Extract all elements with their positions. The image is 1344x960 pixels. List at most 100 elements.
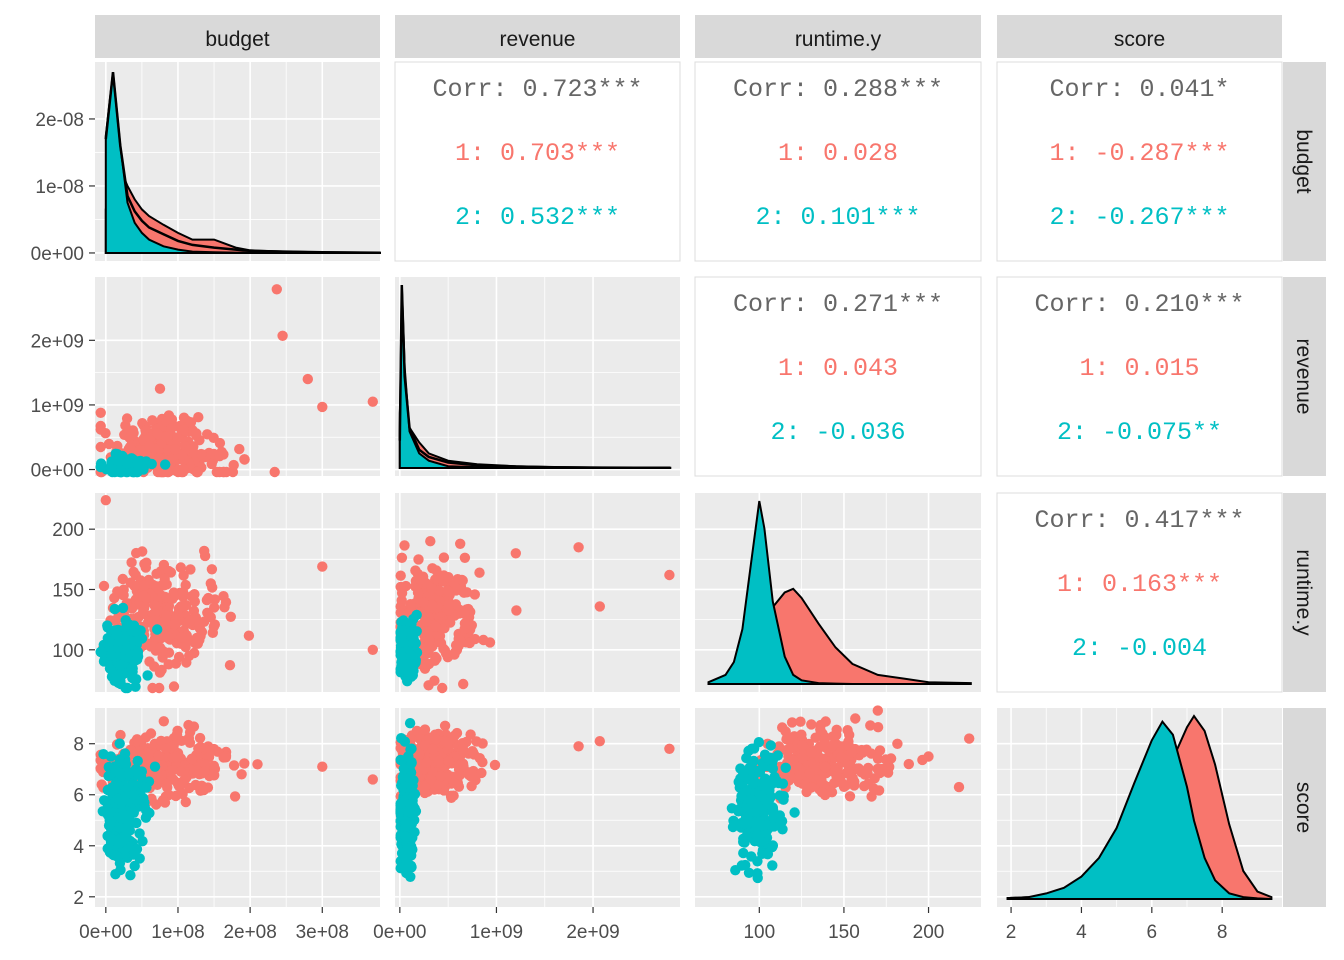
point-group1 [826,787,838,798]
x-tick-label: 0e+00 [79,922,132,943]
point-group1 [277,330,288,341]
point-group1 [193,412,204,423]
point-group1 [269,466,280,478]
strip-right-3 [1283,708,1326,907]
corr-overall: Corr: 0.417*** [1034,506,1244,535]
y-axis-3: 2 4 6 8 [73,735,95,909]
point-group1 [865,720,876,731]
point-group1 [140,562,151,573]
point-group2 [117,602,129,614]
point-group1 [138,590,149,602]
corr-overall: Corr: 0.041* [1049,75,1229,104]
point-group1 [464,637,475,649]
x-tick-label: 2 [1006,922,1017,943]
point-group1 [229,791,241,802]
point-group1 [442,585,454,597]
point-group2 [404,843,415,854]
point-group2 [736,860,747,871]
point-group1 [427,600,438,611]
point-group1 [194,634,205,646]
point-group1 [199,766,210,777]
point-group1 [395,581,406,593]
point-group1 [474,753,485,764]
y-tick-label: 4 [73,837,84,858]
strip-label-right: runtime.y [1292,549,1315,636]
x-tick-label: 2e+08 [223,922,276,943]
point-group2 [406,758,417,769]
point-group1 [160,743,172,754]
corr-group1: 1: 0.163*** [1057,570,1222,599]
point-group1 [135,445,146,456]
point-group2 [407,791,419,802]
point-group1 [964,733,975,744]
corr-panel-2-0: Corr: 0.288*** 1: 0.028 2: 0.101*** [694,61,982,262]
point-group2 [752,856,763,867]
point-group1 [573,542,584,553]
strip-label-top: revenue [500,28,576,51]
point-group1 [399,540,410,551]
point-group1 [144,440,155,451]
point-group2 [120,759,132,770]
point-group1 [209,602,220,613]
point-group1 [438,552,450,563]
y-tick-label: 6 [73,786,84,807]
corr-panel-3-2: Corr: 0.417*** 1: 0.163*** 2: -0.004 [996,492,1283,693]
point-group1 [435,770,447,782]
point-group2 [120,824,131,836]
point-group2 [743,745,754,757]
y-tick-label: 8 [73,735,84,756]
point-group2 [108,849,119,861]
corr-panel-1-0: Corr: 0.723*** 1: 0.703*** 2: 0.532*** [394,61,681,262]
point-group1 [815,724,826,735]
x-axis-2: 100 150 200 [743,907,944,943]
point-group1 [471,736,482,747]
point-group2 [141,805,152,816]
corr-group1: 1: 0.043 [778,354,898,383]
point-group1 [431,565,442,576]
point-group2 [149,761,161,772]
point-group2 [131,843,143,855]
point-group1 [459,618,471,629]
point-group2 [762,848,774,860]
point-group1 [573,741,584,752]
point-group1 [95,424,106,435]
point-group1 [426,583,437,594]
point-group1 [175,766,186,777]
point-group1 [151,568,162,579]
x-tick-label: 0e+00 [373,922,426,943]
point-group2 [395,798,406,809]
point-group2 [400,831,411,842]
point-group1 [882,767,894,778]
corr-panel-2-1: Corr: 0.271*** 1: 0.043 2: -0.036 [694,276,982,477]
point-group1 [797,740,808,751]
point-group1 [420,616,432,627]
y-tick-label: 1e+09 [31,396,84,417]
point-group1 [252,759,263,770]
point-group2 [137,836,148,847]
point-group2 [122,457,133,468]
point-group1 [218,752,229,763]
corr-overall: Corr: 0.723*** [432,75,642,104]
point-group2 [114,635,125,647]
point-group1 [866,791,877,802]
point-group1 [465,729,476,740]
x-tick-label: 1e+09 [470,922,523,943]
point-group1 [199,545,210,557]
x-tick-label: 2e+09 [566,922,619,943]
point-group1 [405,599,416,610]
point-group1 [831,771,842,782]
point-group2 [101,806,113,818]
point-group2 [102,620,113,631]
point-group1 [170,444,181,455]
point-group1 [147,682,158,694]
point-group2 [124,809,135,820]
point-group1 [195,741,206,753]
point-group2 [742,817,753,829]
y-axis-2: 100 150 200 [52,520,95,662]
point-group2 [133,634,144,645]
point-group1 [395,570,406,581]
point-group2 [398,615,409,626]
point-group1 [95,763,106,774]
corr-overall: Corr: 0.271*** [733,290,943,319]
point-group1 [511,605,522,616]
